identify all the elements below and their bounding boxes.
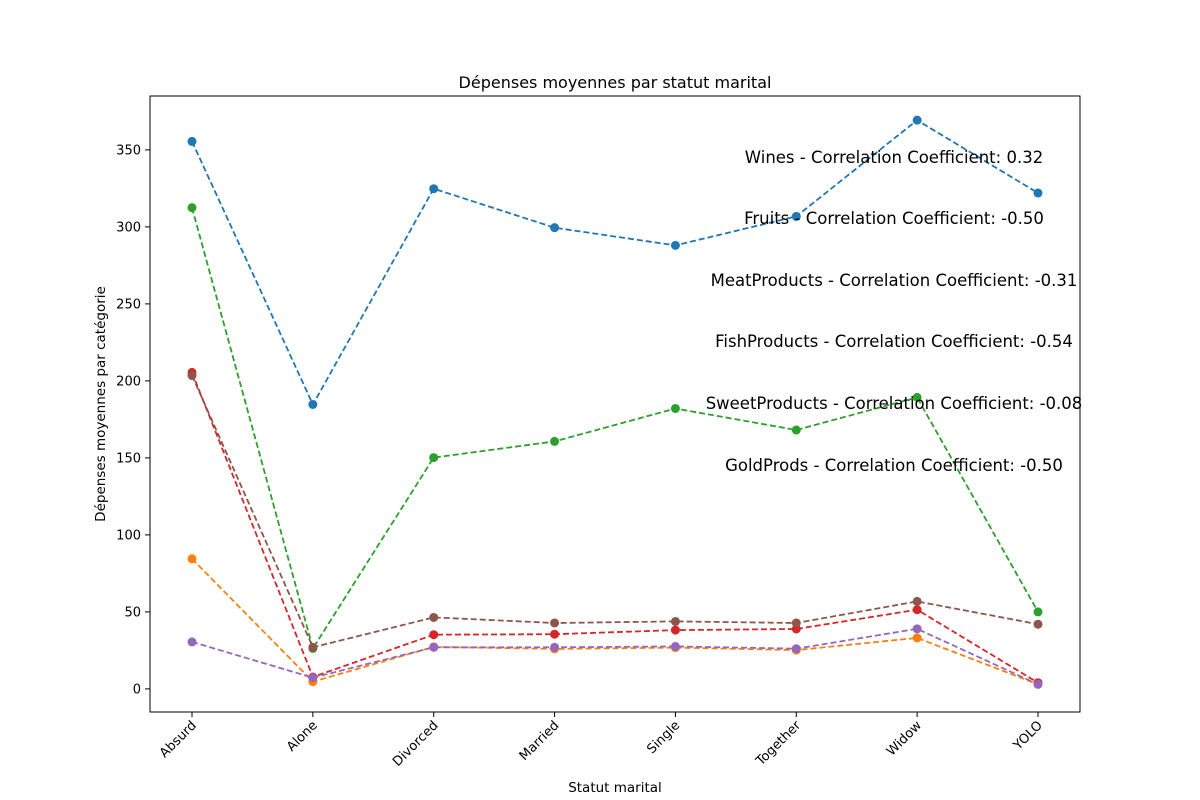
data-point <box>1033 607 1043 617</box>
x-tick-label: Single <box>644 718 683 757</box>
y-tick-label: 350 <box>116 143 141 158</box>
x-tick-label: Together <box>753 718 805 770</box>
data-point <box>912 605 922 615</box>
data-point <box>912 633 922 643</box>
data-point <box>670 616 680 626</box>
data-point <box>912 115 922 125</box>
data-point <box>791 644 801 654</box>
data-point <box>187 554 197 564</box>
series-line-0 <box>191 119 1039 407</box>
data-point <box>187 637 197 647</box>
series-markers <box>187 115 1043 689</box>
correlation-annotation: Wines - Correlation Coefficient: 0.32 <box>745 148 1043 167</box>
data-point <box>912 596 922 606</box>
correlation-annotation: Fruits - Correlation Coefficient: -0.50 <box>744 209 1044 228</box>
data-point <box>187 136 197 146</box>
data-point <box>1033 188 1043 198</box>
data-point <box>308 642 318 652</box>
data-point <box>550 223 560 233</box>
y-tick-label: 0 <box>133 682 141 697</box>
data-point <box>550 618 560 628</box>
series-line-4 <box>191 627 1039 686</box>
chart-title: Dépenses moyennes par statut marital <box>459 73 772 92</box>
x-tick-label: Alone <box>284 718 321 755</box>
data-point <box>670 641 680 651</box>
x-tick-label: Married <box>517 718 563 764</box>
data-point <box>429 642 439 652</box>
data-point <box>670 625 680 635</box>
data-point <box>187 203 197 213</box>
data-point <box>429 630 439 640</box>
data-point <box>1033 619 1043 629</box>
data-point <box>429 184 439 194</box>
correlation-annotation: FishProducts - Correlation Coefficient: … <box>715 332 1073 351</box>
data-point <box>791 618 801 628</box>
x-tick-label: Divorced <box>390 718 441 769</box>
x-tick-label: YOLO <box>1010 718 1046 754</box>
y-tick-label: 50 <box>124 605 141 620</box>
y-tick-label: 300 <box>116 220 141 235</box>
data-point <box>550 436 560 446</box>
y-tick-label: 100 <box>116 528 141 543</box>
data-point <box>791 211 801 221</box>
x-axis: Absurd Alone Divorced Married Single Together… <box>157 712 1046 770</box>
correlation-annotation: GoldProds - Correlation Coefficient: -0.… <box>725 456 1063 475</box>
data-point <box>550 629 560 639</box>
series-line-3 <box>191 372 1039 684</box>
series-line-2 <box>191 207 1039 651</box>
y-axis: 0 50 100 150 200 250 300 350 <box>116 143 150 697</box>
y-tick-label: 200 <box>116 374 141 389</box>
data-point <box>308 673 318 683</box>
series-line-1 <box>191 558 1039 686</box>
series-line-5 <box>191 375 1039 649</box>
data-point <box>429 612 439 622</box>
correlation-annotation: SweetProducts - Correlation Coefficient:… <box>706 394 1083 413</box>
data-point <box>308 399 318 409</box>
data-point <box>912 392 922 402</box>
data-point <box>550 642 560 652</box>
series-lines <box>191 119 1039 686</box>
x-tick-label: Widow <box>884 718 925 759</box>
data-point <box>429 453 439 463</box>
data-point <box>670 403 680 413</box>
data-point <box>791 425 801 435</box>
y-tick-label: 250 <box>116 297 141 312</box>
y-tick-label: 150 <box>116 451 141 466</box>
correlation-annotation: MeatProducts - Correlation Coefficient: … <box>711 271 1078 290</box>
x-tick-label: Absurd <box>157 718 200 761</box>
plot-area-frame <box>149 95 1081 713</box>
data-point <box>670 240 680 250</box>
data-point <box>1033 679 1043 689</box>
y-axis-title: Dépenses moyennes par catégorie <box>93 286 109 522</box>
annotations: Wines - Correlation Coefficient: 0.32 Fru… <box>706 148 1083 475</box>
x-axis-title: Statut marital <box>568 780 662 796</box>
data-point <box>187 371 197 381</box>
data-point <box>912 624 922 634</box>
